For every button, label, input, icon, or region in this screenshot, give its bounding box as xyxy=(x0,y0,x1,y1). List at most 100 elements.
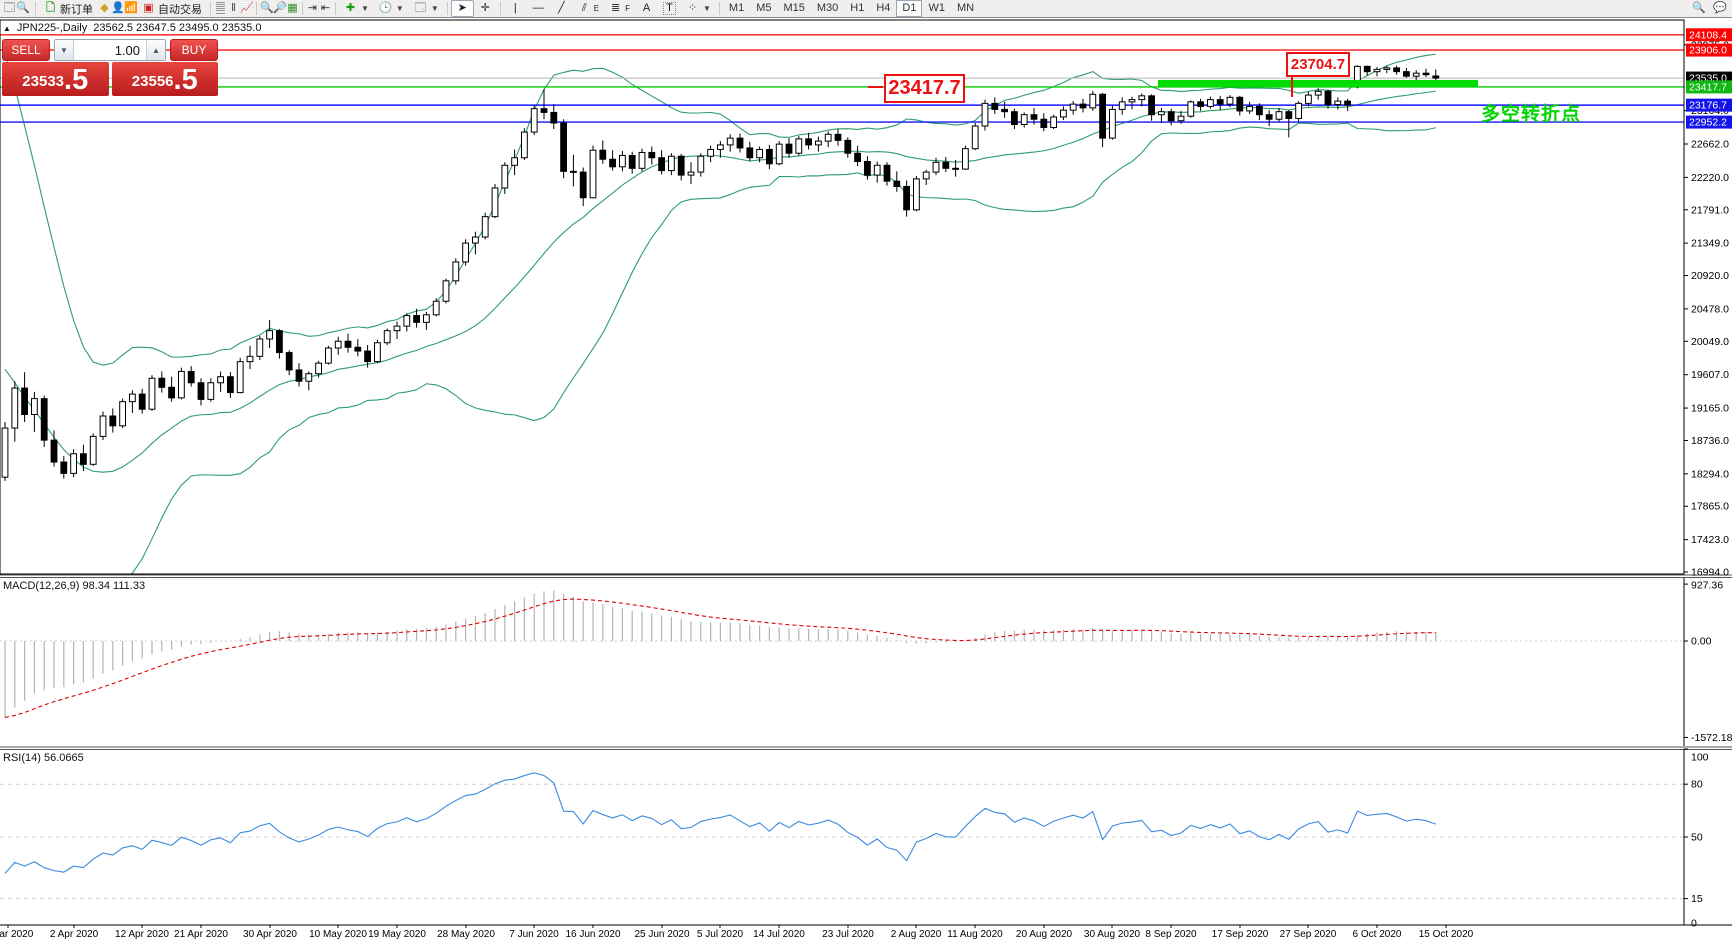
candle[interactable] xyxy=(1207,99,1214,107)
candle[interactable] xyxy=(991,102,999,110)
candle[interactable] xyxy=(217,376,224,384)
candle[interactable] xyxy=(1403,71,1410,77)
new-chart-icon[interactable]: 🗔 xyxy=(3,2,16,14)
candle[interactable] xyxy=(256,338,264,357)
candle[interactable] xyxy=(1167,111,1175,122)
candle[interactable] xyxy=(815,140,822,146)
candle[interactable] xyxy=(579,171,587,199)
timeframe-m30[interactable]: M30 xyxy=(816,2,839,14)
crosshair-button[interactable]: ✛ xyxy=(474,0,497,17)
candle[interactable] xyxy=(1128,99,1136,103)
candle[interactable] xyxy=(246,355,254,363)
volume-input[interactable]: 1.00 xyxy=(114,42,140,58)
candle[interactable] xyxy=(276,330,283,354)
candle[interactable] xyxy=(775,143,783,165)
candle[interactable] xyxy=(726,137,734,146)
candle[interactable] xyxy=(521,131,528,159)
candle[interactable] xyxy=(1197,101,1204,107)
fibonacci-button[interactable]: ≣ F xyxy=(604,0,635,17)
candle[interactable] xyxy=(844,139,852,154)
candle[interactable] xyxy=(80,453,87,465)
trendline-button[interactable]: ╱ xyxy=(550,0,573,17)
candle[interactable] xyxy=(628,154,636,169)
turning-point-label[interactable]: 多空转折点 xyxy=(1481,104,1582,125)
candle[interactable] xyxy=(315,362,323,375)
candle[interactable] xyxy=(1344,100,1351,106)
timeframe-m1[interactable]: M1 xyxy=(728,2,745,14)
candle[interactable] xyxy=(334,340,342,349)
candle[interactable] xyxy=(148,377,156,410)
arrows-button[interactable]: ⁘ ▼ xyxy=(681,0,716,17)
periods-button[interactable]: 🕒 ▼ xyxy=(374,0,409,17)
candle[interactable] xyxy=(1020,114,1028,126)
candle[interactable] xyxy=(560,122,568,172)
candle[interactable] xyxy=(168,386,175,399)
candle[interactable] xyxy=(1099,93,1106,139)
search-icon[interactable]: 🔍 xyxy=(1692,2,1706,14)
candle[interactable] xyxy=(697,155,705,173)
buy-price[interactable]: 23556.5 xyxy=(111,62,218,96)
autotrade-button[interactable]: ▣ 自动交易 xyxy=(137,0,207,17)
timeframe-w1[interactable]: W1 xyxy=(928,2,945,14)
candle[interactable] xyxy=(589,149,597,199)
candle[interactable] xyxy=(854,152,862,163)
vertical-line-button[interactable]: | xyxy=(504,0,527,17)
candle[interactable] xyxy=(648,151,656,159)
candle[interactable] xyxy=(1324,90,1332,106)
candle[interactable] xyxy=(266,330,274,340)
thick-green-trendline[interactable] xyxy=(1158,79,1478,87)
candle[interactable] xyxy=(423,314,430,323)
candle[interactable] xyxy=(1236,96,1244,112)
candle[interactable] xyxy=(717,144,724,150)
candle[interactable] xyxy=(1030,114,1038,120)
candle[interactable] xyxy=(619,154,626,168)
timeframe-m15[interactable]: M15 xyxy=(783,2,805,14)
candle[interactable] xyxy=(687,171,695,176)
candle[interactable] xyxy=(668,155,675,172)
candle[interactable] xyxy=(413,315,421,323)
timeframe-h1[interactable]: H1 xyxy=(850,2,865,14)
candle[interactable] xyxy=(677,155,685,176)
price-axis[interactable]: 23975.023104.022662.022220.021791.021349… xyxy=(1684,28,1732,930)
candle[interactable] xyxy=(1432,75,1440,79)
candle[interactable] xyxy=(158,377,166,388)
candle[interactable] xyxy=(1363,65,1371,73)
signals-icon[interactable]: 📶 xyxy=(124,2,138,14)
candle[interactable] xyxy=(638,151,646,169)
candle[interactable] xyxy=(374,342,381,363)
candle[interactable] xyxy=(530,108,538,133)
candle[interactable] xyxy=(236,361,244,394)
candle[interactable] xyxy=(962,148,969,170)
candle[interactable] xyxy=(393,325,401,332)
candle[interactable] xyxy=(285,352,293,371)
candle[interactable] xyxy=(89,435,97,465)
candle[interactable] xyxy=(21,387,29,415)
candle[interactable] xyxy=(1383,67,1391,70)
candle[interactable] xyxy=(50,439,58,463)
candle[interactable] xyxy=(1089,93,1097,109)
candle[interactable] xyxy=(893,180,901,187)
sell-price[interactable]: 23533.5 xyxy=(2,62,109,96)
buy-button[interactable]: BUY xyxy=(170,39,218,61)
candle[interactable] xyxy=(187,370,195,384)
candle[interactable] xyxy=(834,133,842,141)
candle[interactable] xyxy=(1109,108,1116,139)
candle[interactable] xyxy=(981,102,989,127)
candle[interactable] xyxy=(1226,96,1234,105)
auto-scroll-icon[interactable]: ⇥ xyxy=(307,2,318,14)
candle[interactable] xyxy=(1118,101,1126,110)
candle[interactable] xyxy=(452,261,460,282)
candle[interactable] xyxy=(1148,95,1155,116)
macd-panel[interactable] xyxy=(0,590,1684,718)
candle[interactable] xyxy=(785,143,793,154)
timeframe-m5[interactable]: M5 xyxy=(756,2,772,14)
candle[interactable] xyxy=(746,147,754,159)
candle[interactable] xyxy=(325,347,332,364)
sell-button[interactable]: SELL xyxy=(2,39,50,61)
candle[interactable] xyxy=(736,137,744,149)
candle[interactable] xyxy=(824,133,832,142)
candle[interactable] xyxy=(442,280,450,302)
candle[interactable] xyxy=(540,108,548,113)
candle[interactable] xyxy=(599,149,607,160)
candle[interactable] xyxy=(1334,100,1342,106)
